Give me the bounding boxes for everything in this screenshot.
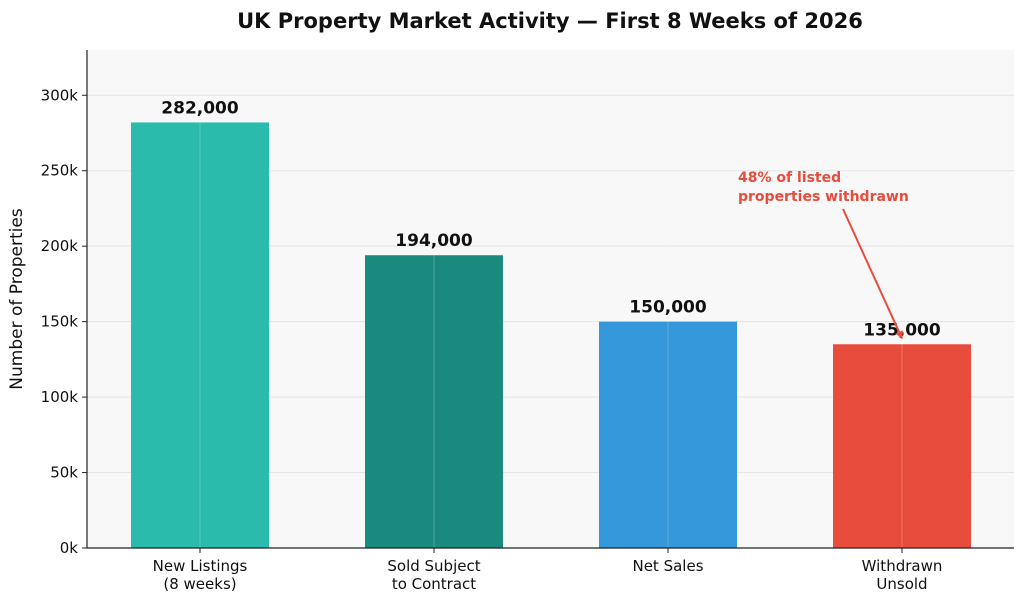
x-tick-label: Net Sales: [632, 557, 703, 575]
x-tick-label: Withdrawn Unsold: [862, 557, 943, 593]
chart-title: UK Property Market Activity — First 8 We…: [237, 9, 863, 33]
annotation-text: 48% of listed properties withdrawn: [738, 170, 909, 205]
y-tick-label: 250k: [41, 162, 79, 180]
y-tick-label: 100k: [41, 388, 79, 406]
annotation: 48% of listed properties withdrawn: [738, 170, 909, 340]
x-tick-label-line: Unsold: [876, 575, 927, 593]
x-tick-label-line: Sold Subject: [387, 557, 480, 575]
annotation-arrow: [842, 208, 903, 340]
y-tick-label: 150k: [41, 313, 79, 331]
y-tick-label: 300k: [41, 86, 79, 104]
y-ticks: 0k 50k 100k 150k 200k 250k 300k: [41, 86, 87, 557]
y-tick-label: 50k: [50, 464, 78, 482]
value-label: 150,000: [629, 298, 707, 318]
x-tick-label: Sold Subject to Contract: [387, 557, 480, 593]
x-tick-label-line: Net Sales: [632, 557, 703, 575]
y-tick-label: 200k: [41, 237, 79, 255]
x-ticks: New Listings (8 weeks) Sold Subject to Cont…: [153, 548, 943, 593]
annotation-text-line: 48% of listed: [738, 170, 841, 186]
bar: [599, 321, 737, 548]
x-tick-label: New Listings (8 weeks): [153, 557, 248, 593]
x-tick-label-line: Withdrawn: [862, 557, 943, 575]
bars-group: [131, 122, 971, 548]
x-tick-label-line: to Contract: [392, 575, 476, 593]
bar: [365, 255, 503, 548]
value-label: 282,000: [161, 98, 239, 118]
bar: [131, 122, 269, 548]
annotation-text-line: properties withdrawn: [738, 189, 909, 205]
bar: [833, 344, 971, 548]
y-tick-label: 0k: [60, 539, 79, 557]
y-axis-label: Number of Properties: [7, 208, 27, 390]
vertical-gridlines: [199, 50, 903, 548]
x-tick-label-line: (8 weeks): [163, 575, 236, 593]
value-label: 194,000: [395, 231, 473, 251]
x-tick-label-line: New Listings: [153, 557, 248, 575]
